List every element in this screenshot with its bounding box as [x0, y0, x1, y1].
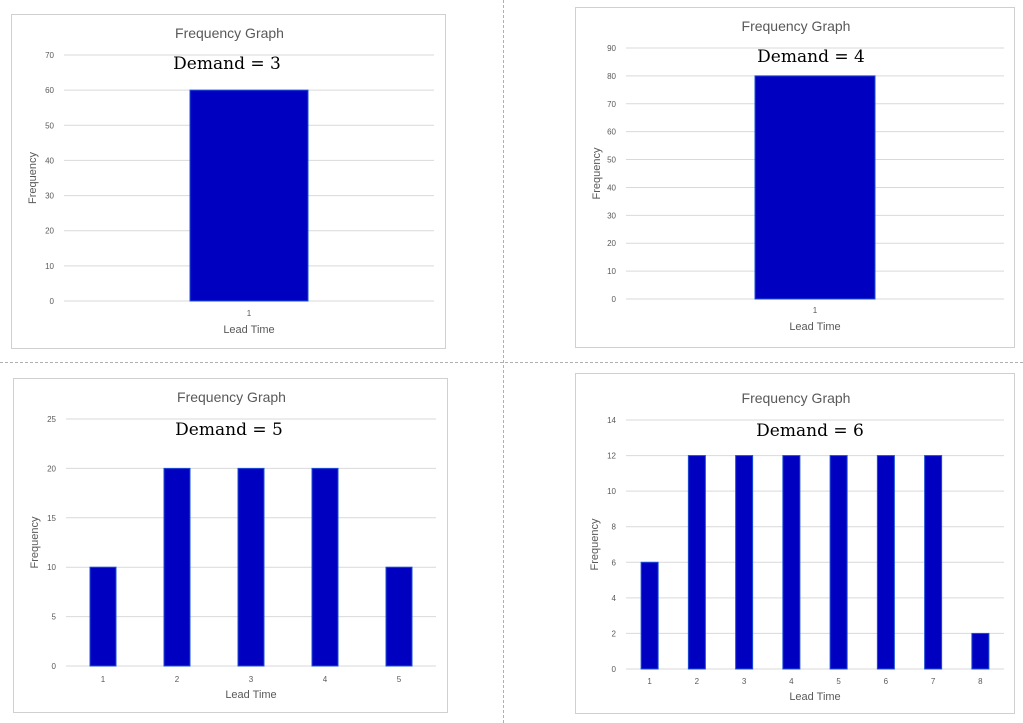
chart-svg: 0 5 10 15 20 25 1 2 3 4 5 Frequency Graph Demand = 5… [29, 389, 436, 701]
y-tick-label: 20 [45, 227, 54, 236]
y-tick-label: 5 [52, 613, 57, 622]
chart-panel-demand-3: 0 10 20 30 40 50 60 70 1 Frequency Graph Demand = … [11, 14, 446, 349]
x-tick-label: 7 [931, 677, 936, 686]
bar [735, 455, 754, 670]
chart-title: Frequency Graph [175, 25, 284, 41]
y-tick-label: 12 [607, 452, 616, 461]
y-tick-label: 25 [47, 415, 56, 424]
chart-title: Frequency Graph [177, 389, 286, 405]
x-tick-label: 4 [789, 677, 794, 686]
demand-annotation: Demand = 3 [173, 54, 281, 74]
bar [971, 632, 990, 670]
bar [189, 89, 309, 302]
x-tick-label: 5 [836, 677, 841, 686]
x-tick-label: 3 [742, 677, 747, 686]
x-tick-label: 6 [884, 677, 889, 686]
x-tick-label: 4 [323, 675, 328, 684]
x-axis-label: Lead Time [789, 691, 840, 703]
chart-svg: 0 10 20 30 40 50 60 70 80 90 1 Frequency Graph Deman… [591, 18, 1004, 333]
y-tick-label: 70 [45, 51, 54, 60]
chart-title: Frequency Graph [742, 390, 851, 406]
y-tick-label: 0 [612, 295, 617, 304]
bar [876, 455, 895, 670]
y-tick-label: 30 [607, 211, 616, 220]
y-tick-label: 0 [50, 297, 55, 306]
y-axis-label: Frequency [27, 152, 39, 204]
y-tick-label: 6 [612, 558, 617, 567]
y-axis-label: Frequency [591, 147, 603, 199]
y-axis-label: Frequency [29, 516, 41, 568]
demand-annotation: Demand = 4 [757, 47, 865, 67]
y-tick-label: 10 [607, 487, 616, 496]
bar [924, 455, 943, 670]
x-tick-label: 5 [397, 675, 402, 684]
chart-title: Frequency Graph [742, 18, 851, 34]
y-tick-label: 90 [607, 44, 616, 53]
x-tick-label: 1 [101, 675, 106, 684]
bar [687, 455, 706, 670]
y-tick-label: 0 [612, 665, 617, 674]
y-tick-label: 2 [612, 629, 617, 638]
x-tick-label: 3 [249, 675, 254, 684]
y-tick-label: 50 [607, 156, 616, 165]
y-tick-label: 15 [47, 514, 56, 523]
chart-panel-demand-6: 0 2 4 6 8 10 12 14 1 2 3 4 5 6 7 8 Frequency Graph Demand… [575, 373, 1015, 714]
y-tick-label: 60 [45, 86, 54, 95]
y-tick-label: 14 [607, 416, 616, 425]
x-tick-label: 1 [647, 677, 652, 686]
bar [163, 467, 191, 667]
bar [89, 566, 117, 667]
x-axis-label: Lead Time [789, 321, 840, 333]
x-tick-label: 2 [175, 675, 180, 684]
y-tick-label: 8 [612, 523, 617, 532]
chart-svg: 0 10 20 30 40 50 60 70 1 Frequency Graph Demand = … [27, 25, 434, 336]
y-tick-label: 10 [607, 267, 616, 276]
horizontal-divider [0, 362, 1023, 363]
bar [311, 467, 339, 667]
chart-panel-demand-4: 0 10 20 30 40 50 60 70 80 90 1 Frequency Graph Deman… [575, 7, 1015, 348]
bar [829, 455, 848, 670]
y-tick-label: 10 [45, 262, 54, 271]
bar [754, 75, 876, 300]
bar [237, 467, 265, 667]
x-tick-label: 1 [813, 306, 818, 315]
y-tick-label: 80 [607, 72, 616, 81]
y-tick-label: 20 [47, 464, 56, 473]
bar [385, 566, 413, 667]
y-tick-label: 10 [47, 563, 56, 572]
x-tick-label: 2 [695, 677, 700, 686]
demand-annotation: Demand = 5 [175, 420, 283, 440]
y-tick-label: 40 [45, 156, 54, 165]
y-tick-label: 40 [607, 183, 616, 192]
y-tick-label: 50 [45, 121, 54, 130]
y-tick-label: 4 [612, 594, 617, 603]
y-tick-label: 20 [607, 239, 616, 248]
y-axis-label: Frequency [589, 518, 601, 570]
y-tick-label: 60 [607, 128, 616, 137]
y-tick-label: 30 [45, 192, 54, 201]
x-axis-label: Lead Time [225, 689, 276, 701]
bar [640, 561, 659, 670]
x-tick-label: 8 [978, 677, 983, 686]
y-tick-label: 70 [607, 100, 616, 109]
demand-annotation: Demand = 6 [756, 421, 864, 441]
vertical-divider [503, 0, 504, 723]
x-tick-label: 1 [247, 309, 252, 318]
bar [782, 455, 801, 670]
y-tick-label: 0 [52, 662, 57, 671]
x-axis-label: Lead Time [223, 324, 274, 336]
chart-panel-demand-5: 0 5 10 15 20 25 1 2 3 4 5 Frequency Graph Demand = 5… [13, 378, 448, 713]
